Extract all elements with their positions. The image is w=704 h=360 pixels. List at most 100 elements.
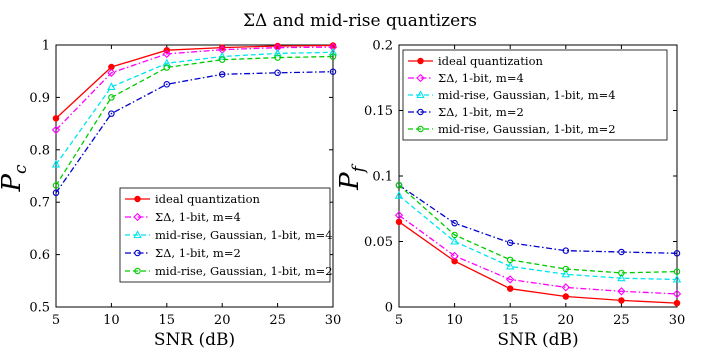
data-point xyxy=(618,248,625,256)
data-point xyxy=(328,47,338,56)
series-line xyxy=(55,46,334,131)
x-tick-label: 15 xyxy=(502,313,519,328)
legend-item: ΣΔ, 1-bit, m=2 xyxy=(125,246,241,260)
legend: ideal quantization ΣΔ, 1-bit, m=4 mid-rise… xyxy=(119,187,333,283)
y-tick-label: 0.9 xyxy=(29,91,50,106)
legend-swatch-marker xyxy=(417,57,424,65)
right-panel: 5 10 15 20 25 30 0 0.05 0.1 0.15 0.2 SNR (dB) Pf idea… xyxy=(335,39,685,351)
legend-item: ΣΔ, 1-bit, m=4 xyxy=(125,210,241,224)
data-point xyxy=(162,58,172,67)
y-axis-label-main: P xyxy=(335,172,365,191)
series xyxy=(394,190,682,283)
data-point xyxy=(394,211,404,220)
data-point xyxy=(394,190,404,199)
series-line xyxy=(55,55,334,186)
legend-swatch-marker xyxy=(134,249,141,257)
data-point xyxy=(618,297,625,304)
data-point xyxy=(218,71,226,78)
y-tick-label: 0.8 xyxy=(29,143,50,158)
y-axis-label-subscript: c xyxy=(11,164,31,174)
data-point xyxy=(617,273,626,282)
data-point xyxy=(505,261,515,270)
legend-label: ΣΔ, 1-bit, m=4 xyxy=(155,210,241,224)
series-line xyxy=(55,44,334,119)
data-point xyxy=(273,48,282,57)
data-point xyxy=(672,274,682,283)
series-line xyxy=(55,71,334,194)
y-tick-label: 1 xyxy=(42,39,50,54)
legend-swatch-marker xyxy=(417,108,424,116)
legend-item: mid-rise, Gaussian, 1-bit, m=4 xyxy=(408,88,616,102)
data-point xyxy=(450,236,459,245)
x-tick-label: 25 xyxy=(613,313,630,328)
plot-area-frame xyxy=(55,44,334,308)
data-point xyxy=(673,299,681,307)
legend-swatch-marker xyxy=(416,90,425,99)
x-axis-label: SNR (dB) xyxy=(154,330,235,350)
data-point xyxy=(562,265,570,273)
data-point xyxy=(274,69,281,77)
data-point xyxy=(395,218,403,226)
legend-box xyxy=(402,49,668,141)
data-point xyxy=(673,268,681,275)
series xyxy=(395,218,681,307)
figure-title: ΣΔ and mid-rise quantizers xyxy=(243,11,477,31)
legend-label: mid-rise, Gaussian, 1-bit, m=4 xyxy=(155,228,333,242)
legend-label: ΣΔ, 1-bit, m=2 xyxy=(155,246,241,260)
legend-swatch-marker xyxy=(417,125,424,133)
data-point xyxy=(52,189,60,197)
data-point xyxy=(506,256,514,264)
data-point xyxy=(107,82,116,90)
y-tick-label: 0 xyxy=(385,301,393,316)
left-panel: 5 10 15 20 25 30 0.5 0.6 0.7 0.8 0.9 1 SNR (dB) Pc ide… xyxy=(0,39,341,351)
data-point xyxy=(617,287,626,296)
legend-item: ΣΔ, 1-bit, m=2 xyxy=(408,105,524,119)
series-line xyxy=(398,195,678,281)
data-point xyxy=(108,110,115,117)
series xyxy=(51,47,338,168)
legend-swatch-marker xyxy=(134,267,141,275)
legend-swatch-marker xyxy=(133,230,142,239)
data-point xyxy=(218,56,226,63)
series xyxy=(52,42,337,122)
data-point xyxy=(506,239,514,247)
legend-item: mid-rise, Gaussian, 1-bit, m=2 xyxy=(408,122,616,136)
data-point xyxy=(395,181,403,189)
legend-item: ideal quantization xyxy=(125,192,261,206)
data-point xyxy=(329,68,337,75)
x-tick-label: 25 xyxy=(269,313,286,328)
series-line xyxy=(398,184,678,254)
legend-label: ΣΔ, 1-bit, m=4 xyxy=(438,71,524,85)
series xyxy=(395,181,681,277)
data-point xyxy=(162,49,171,59)
legend-label: mid-rise, Gaussian, 1-bit, m=4 xyxy=(438,88,616,102)
data-point xyxy=(217,51,227,60)
legend-box xyxy=(119,187,331,283)
legend-label: mid-rise, Gaussian, 1-bit, m=2 xyxy=(438,122,616,136)
data-point xyxy=(329,53,337,60)
data-point xyxy=(562,247,570,254)
x-tick-label: 20 xyxy=(214,313,231,328)
series xyxy=(395,181,681,257)
series xyxy=(51,42,338,135)
data-point xyxy=(52,182,60,189)
x-tick-label: 5 xyxy=(52,313,60,328)
data-point xyxy=(450,251,459,261)
data-point xyxy=(673,250,681,257)
legend: ideal quantization ΣΔ, 1-bit, m=4 mid-rise… xyxy=(402,49,668,141)
y-tick-label: 0.2 xyxy=(372,39,393,54)
data-point xyxy=(107,68,116,77)
y-tick-label: 0.15 xyxy=(364,104,393,119)
legend-label: ideal quantization xyxy=(438,54,544,68)
data-point xyxy=(561,269,571,278)
series-line xyxy=(55,51,334,165)
y-axis-label-main: P xyxy=(0,174,27,193)
x-tick-label: 5 xyxy=(395,313,403,328)
data-point xyxy=(108,94,115,101)
data-point xyxy=(218,44,226,51)
x-axis-label: SNR (dB) xyxy=(497,330,578,350)
x-tick-label: 30 xyxy=(669,313,686,328)
data-point xyxy=(672,289,682,299)
series-line xyxy=(398,214,678,295)
